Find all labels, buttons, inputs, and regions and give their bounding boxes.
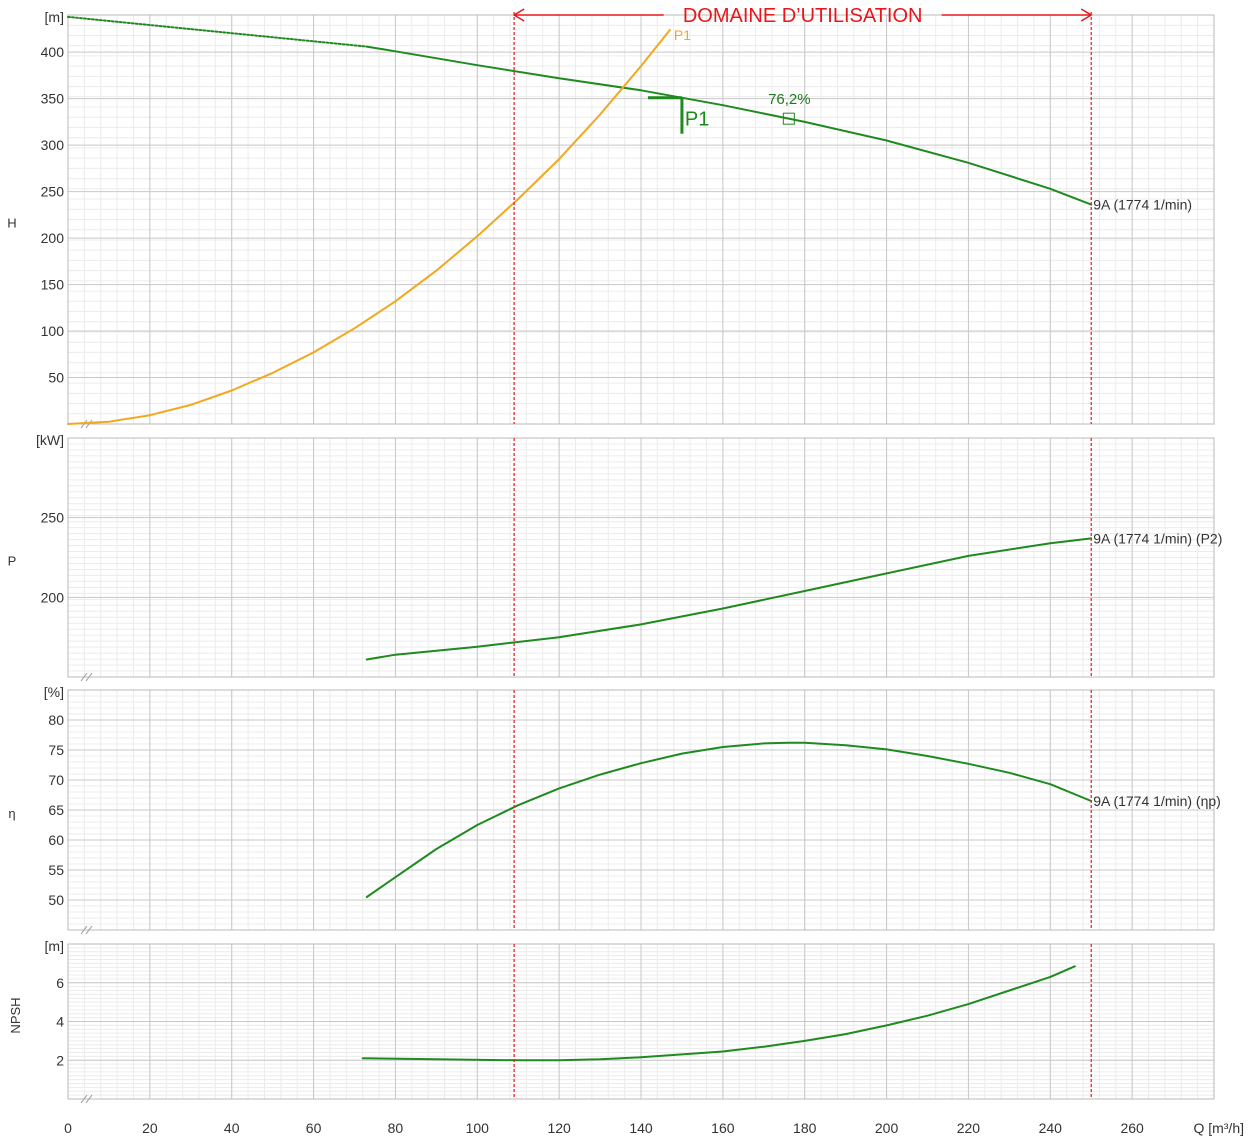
operating-point-label: P1	[685, 109, 709, 131]
y-tick-label: 400	[41, 44, 65, 60]
domain-arrowhead-right	[1080, 8, 1093, 22]
panel-head	[67, 8, 1215, 429]
panel-npsh	[67, 943, 1215, 1104]
y-tick-label: 350	[41, 91, 65, 107]
y-tick-label: 80	[48, 712, 64, 728]
y-axis-title: η	[8, 806, 15, 821]
plot-frame	[67, 689, 1215, 931]
x-tick-label: 240	[1039, 1120, 1063, 1136]
y-unit-label: [m]	[45, 9, 64, 25]
series-end-label: 9A (1774 1/min) (P2)	[1093, 530, 1222, 546]
y-tick-label: 2	[56, 1052, 64, 1068]
y-axis-title: NPSH	[8, 997, 23, 1033]
x-tick-label: 140	[629, 1120, 653, 1136]
y-tick-label: 4	[56, 1014, 64, 1030]
y-tick-label: 200	[41, 230, 65, 246]
y-tick-label: 75	[48, 742, 64, 758]
series-line-power-0	[365, 537, 1093, 661]
x-tick-label: 220	[957, 1120, 981, 1136]
x-tick-label: 80	[388, 1120, 404, 1136]
y-tick-label: 70	[48, 772, 64, 788]
y-tick-label: 60	[48, 832, 64, 848]
y-axis-title: P	[8, 554, 17, 569]
x-tick-label: 40	[224, 1120, 240, 1136]
series-line-head-1	[365, 45, 1093, 206]
y-unit-label: [m]	[45, 938, 64, 954]
bep-efficiency-label: 76,2%	[768, 91, 811, 108]
axis-break-mark	[80, 1094, 93, 1104]
y-tick-label: 250	[41, 510, 65, 526]
plot-frame	[67, 437, 1215, 678]
x-axis-title: Q [m³/h]	[1193, 1120, 1244, 1136]
series-line-npsh-0	[361, 965, 1076, 1062]
x-tick-label: 0	[64, 1120, 72, 1136]
x-tick-label: 100	[466, 1120, 490, 1136]
y-tick-label: 250	[41, 184, 65, 200]
x-tick-label: 160	[711, 1120, 735, 1136]
panel-efficiency	[67, 689, 1215, 935]
y-tick-label: 65	[48, 802, 64, 818]
axis-break-mark	[80, 672, 93, 682]
system-curve-label: P1	[674, 27, 691, 43]
x-tick-label: 60	[306, 1120, 322, 1136]
series-line-head-2	[67, 29, 671, 425]
y-tick-label: 50	[48, 370, 64, 386]
y-unit-label: [%]	[44, 684, 64, 700]
axis-break-mark	[80, 925, 93, 935]
x-tick-label: 200	[875, 1120, 899, 1136]
series-line-head-0	[67, 15, 368, 48]
panel-power	[67, 437, 1215, 682]
domain-title: DOMAINE D’UTILISATION	[683, 5, 923, 27]
series-line-efficiency-0	[365, 741, 1093, 898]
y-unit-label: [kW]	[36, 432, 64, 448]
x-tick-label: 180	[793, 1120, 817, 1136]
x-tick-label: 260	[1120, 1120, 1144, 1136]
y-tick-label: 50	[48, 892, 64, 908]
series-end-label: 9A (1774 1/min) (ηp)	[1093, 793, 1221, 809]
domain-arrowhead-left	[512, 8, 525, 22]
y-tick-label: 6	[56, 975, 64, 991]
y-tick-label: 100	[41, 323, 65, 339]
plot-frame	[67, 943, 1215, 1100]
y-tick-label: 150	[41, 277, 65, 293]
series-end-label: 9A (1774 1/min)	[1093, 197, 1192, 213]
y-tick-label: 55	[48, 862, 64, 878]
y-tick-label: 200	[41, 589, 65, 605]
y-axis-title: H	[7, 216, 16, 231]
y-tick-label: 300	[41, 137, 65, 153]
x-tick-label: 120	[547, 1120, 571, 1136]
x-tick-label: 20	[142, 1120, 158, 1136]
bep-marker	[782, 112, 795, 125]
